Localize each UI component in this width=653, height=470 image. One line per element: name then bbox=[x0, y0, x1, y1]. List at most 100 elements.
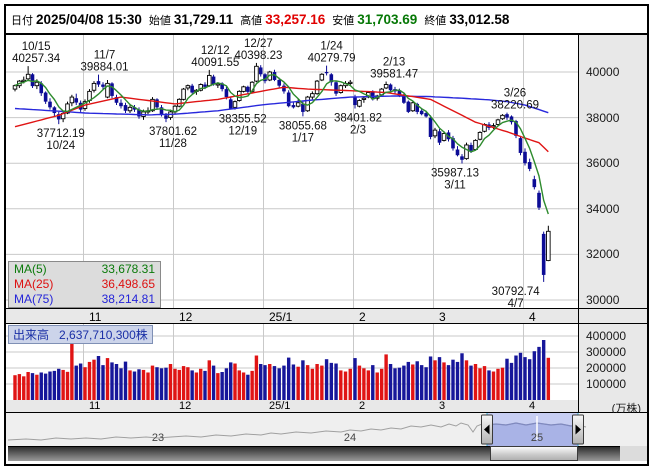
annotation-text: 35987.13 bbox=[431, 167, 479, 179]
volume-bar bbox=[164, 367, 168, 400]
volume-bar bbox=[101, 365, 105, 400]
volume-bar bbox=[491, 371, 496, 400]
volume-legend: 出来高 2,637,710,300株 bbox=[8, 325, 153, 344]
candle-body-up bbox=[127, 106, 133, 112]
open-label: 始値 bbox=[148, 14, 171, 27]
candle-body-down bbox=[291, 105, 296, 108]
volume-bar bbox=[348, 368, 352, 400]
candle-body-up bbox=[491, 125, 496, 128]
candle-body-up bbox=[150, 98, 155, 112]
volume-bar bbox=[537, 346, 541, 400]
candle-body-up bbox=[65, 103, 70, 114]
candle-body-down bbox=[96, 81, 101, 85]
candle-body-down bbox=[455, 149, 460, 156]
candle-body-up bbox=[500, 114, 505, 120]
candle-body-down bbox=[30, 74, 35, 87]
candle-body-down bbox=[48, 101, 52, 108]
volume-bar bbox=[478, 368, 482, 400]
ma75-label: MA(75) bbox=[14, 292, 54, 306]
annotation-text: 39581.47 bbox=[370, 69, 418, 81]
volume-bar bbox=[155, 367, 159, 400]
scrollbar-track[interactable] bbox=[8, 446, 620, 461]
candle-body-up bbox=[207, 74, 212, 87]
annotation-text: 3/26 bbox=[504, 88, 526, 100]
volume-bar bbox=[78, 363, 83, 400]
candle-body-down bbox=[334, 82, 338, 94]
candle-body-down bbox=[52, 107, 57, 114]
scrollbar-thumb[interactable] bbox=[490, 446, 578, 461]
volume-bar bbox=[487, 370, 491, 400]
volume-bar bbox=[482, 366, 487, 400]
ma-legend-row: MA(5) 33,678.31 bbox=[9, 262, 160, 277]
candle-body-down bbox=[272, 72, 277, 80]
axis-divider bbox=[578, 309, 579, 323]
price-tick-label: 30000 bbox=[586, 293, 620, 307]
volume-bar bbox=[500, 367, 505, 400]
candle-body-down bbox=[329, 74, 334, 83]
price-tick-label: 40000 bbox=[586, 65, 620, 79]
ma25-value: 36,498.65 bbox=[101, 277, 155, 291]
high-label: 高値 bbox=[240, 14, 263, 27]
volume-bar bbox=[141, 369, 146, 400]
volume-bar bbox=[87, 361, 92, 400]
volume-bar bbox=[532, 351, 537, 400]
candle-body-down bbox=[246, 86, 250, 92]
volume-bar bbox=[203, 370, 207, 400]
candle-body-down bbox=[523, 151, 527, 164]
volume-bar bbox=[310, 368, 315, 400]
candle-body-down bbox=[220, 83, 224, 90]
bottom-margin bbox=[6, 461, 647, 464]
volume-bar bbox=[159, 368, 164, 400]
ohlc-header: 日付 2025/04/08 15:30 始値 31,729.11 高値 33,2… bbox=[6, 6, 647, 35]
volume-bar bbox=[353, 358, 357, 400]
volume-bar bbox=[190, 370, 194, 400]
ma75-value: 38,214.81 bbox=[101, 292, 155, 306]
volume-bar bbox=[173, 368, 177, 400]
month-label: 4 bbox=[529, 400, 536, 412]
volume-bar bbox=[220, 372, 224, 400]
volume-bar bbox=[13, 375, 17, 400]
candle-body-up bbox=[295, 102, 301, 107]
volume-bar bbox=[224, 368, 229, 400]
volume-bar bbox=[282, 365, 286, 400]
volume-bar bbox=[268, 364, 272, 400]
volume-bar bbox=[334, 363, 338, 400]
close-value: 33,012.58 bbox=[449, 12, 510, 27]
volume-x-axis: (万株) 11 12 25/1 2 3 4 bbox=[6, 400, 647, 415]
date-label: 日付 bbox=[11, 14, 33, 27]
month-label: 2 bbox=[359, 310, 366, 324]
candle-body-down bbox=[402, 95, 406, 103]
volume-bar bbox=[123, 361, 128, 400]
candle-body-down bbox=[424, 113, 428, 117]
month-label: 12 bbox=[179, 310, 193, 324]
volume-bar bbox=[17, 374, 22, 400]
volume-bar bbox=[92, 359, 96, 400]
price-tick-label: 38000 bbox=[586, 110, 620, 125]
candle-body-down bbox=[428, 117, 433, 137]
candle-body-down bbox=[301, 103, 305, 112]
volume-bar bbox=[137, 369, 141, 400]
volume-tick-label: 200000 bbox=[586, 361, 627, 375]
volume-bar bbox=[272, 366, 277, 400]
candle-body-up bbox=[477, 131, 483, 140]
volume-bar bbox=[43, 373, 48, 400]
scrollbar-right-gap bbox=[620, 446, 647, 461]
candle-body-up bbox=[310, 93, 315, 98]
candle-body-down bbox=[541, 233, 546, 275]
candle-body-down bbox=[228, 99, 233, 109]
price-chart-section: 10/15 40257.34 11/7 39884.01 12/12 40091.55 12… bbox=[6, 35, 647, 308]
low-value: 31,703.69 bbox=[357, 12, 418, 27]
low-label: 安値 bbox=[332, 14, 355, 27]
volume-bar bbox=[277, 368, 281, 400]
annotation-text: 39884.01 bbox=[81, 62, 129, 74]
date-value: 2025/04/08 15:30 bbox=[36, 12, 142, 27]
candle-body-down bbox=[451, 138, 455, 149]
volume-bar bbox=[241, 372, 246, 400]
candle-body-up bbox=[338, 85, 344, 93]
volume-bar bbox=[286, 357, 291, 400]
annotation-text: 11/28 bbox=[159, 138, 187, 150]
month-label: 4 bbox=[529, 310, 536, 324]
navigator-plot[interactable]: 23 24 25 bbox=[6, 413, 647, 446]
volume-bar bbox=[379, 368, 384, 400]
volume-bar bbox=[375, 372, 379, 400]
